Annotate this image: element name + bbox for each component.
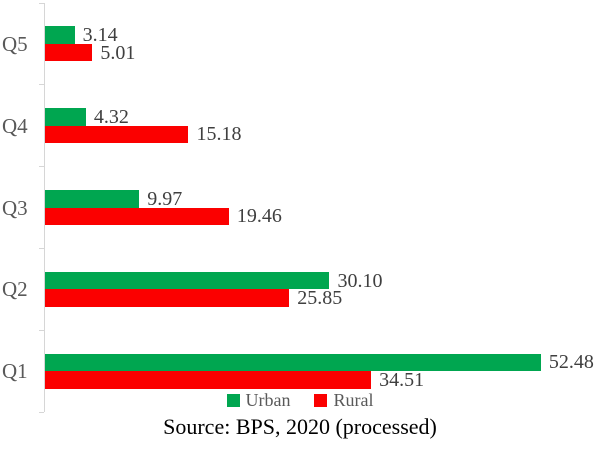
urban-bar bbox=[45, 271, 330, 290]
legend-item-rural: Rural bbox=[314, 390, 373, 410]
rural-value-label: 34.51 bbox=[379, 368, 425, 391]
urban-value-label: 30.10 bbox=[337, 269, 383, 292]
rural-value-label: 15.18 bbox=[196, 123, 242, 146]
urban-value-label: 4.32 bbox=[93, 105, 129, 128]
urban-bar bbox=[45, 108, 86, 126]
category-label: Q5 bbox=[2, 31, 28, 56]
rural-value-label: 25.85 bbox=[297, 287, 343, 310]
legend: Urban Rural bbox=[0, 390, 600, 410]
y-axis-tick bbox=[39, 84, 44, 86]
urban-bar bbox=[45, 353, 541, 372]
y-axis-tick bbox=[39, 329, 44, 331]
urban-value-label: 3.14 bbox=[82, 24, 118, 47]
urban-bar bbox=[45, 190, 140, 208]
urban-value-label: 52.48 bbox=[548, 351, 594, 374]
category-label: Q2 bbox=[2, 277, 28, 302]
y-axis-line bbox=[44, 3, 45, 412]
rural-bar bbox=[45, 125, 189, 144]
y-axis-tick bbox=[39, 166, 44, 168]
rural-bar bbox=[45, 289, 290, 307]
urban-value-label: 9.97 bbox=[147, 187, 183, 210]
legend-item-label: Rural bbox=[333, 390, 374, 410]
plot-area: Q5 3.14 5.01 Q4 4.32 15.18 Q3 9.97 19.46 Q2 30.10 2… bbox=[2, 2, 594, 413]
urban-bar bbox=[45, 26, 75, 44]
urban-swatch-icon bbox=[226, 393, 240, 407]
y-axis-tick bbox=[39, 247, 44, 249]
y-axis-tick bbox=[39, 411, 44, 413]
rural-bar bbox=[45, 207, 229, 225]
y-axis-tick bbox=[39, 2, 44, 4]
rural-bar bbox=[45, 43, 93, 62]
category-label: Q1 bbox=[2, 359, 28, 384]
legend-item-label: Urban bbox=[245, 390, 291, 410]
category-label: Q3 bbox=[2, 195, 28, 220]
category-label: Q4 bbox=[2, 113, 28, 138]
rural-swatch-icon bbox=[314, 393, 328, 407]
legend-item-urban: Urban bbox=[226, 390, 291, 410]
source-note: Source: BPS, 2020 (processed) bbox=[163, 414, 437, 439]
rural-bar bbox=[45, 371, 372, 389]
rural-value-label: 19.46 bbox=[236, 205, 282, 228]
rural-value-label: 5.01 bbox=[100, 41, 136, 64]
